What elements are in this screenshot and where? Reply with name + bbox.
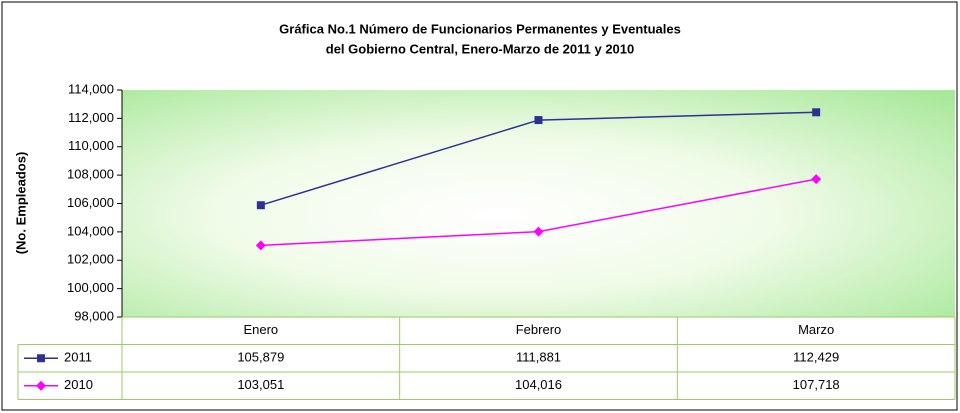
y-tick-label: 100,000 [67,280,114,295]
y-tick-label: 106,000 [67,195,114,210]
y-tick-label: 110,000 [68,138,114,153]
y-tick-label: 102,000 [67,252,114,267]
legend-marker [36,380,46,391]
table-value: 112,429 [793,350,839,365]
y-tick-label: 98,000 [74,308,114,323]
point [811,174,822,185]
legend-label: 2010 [64,377,93,392]
point [256,201,265,210]
table-value: 103,051 [237,377,284,392]
y-tick-label: 114,000 [68,81,114,96]
y-tick-label: 104,000 [67,223,114,238]
point [534,116,543,125]
legend-marker [37,354,45,363]
x-tick-label: Febrero [516,322,562,337]
legend-label: 2011 [64,350,92,365]
chart-title: del Gobierno Central, Enero-Marzo de 201… [326,41,635,56]
y-axis-label: (No. Empleados) [13,152,28,255]
x-tick-label: Enero [243,322,278,337]
chart-title: Gráfica No.1 Número de Funcionarios Perm… [279,21,681,36]
table-value: 105,879 [237,350,284,365]
y-tick-label: 108,000 [67,167,114,182]
point [533,226,544,237]
x-tick-label: Marzo [798,322,834,337]
table-value: 107,718 [793,377,840,392]
y-tick-label: 112,000 [68,110,114,125]
point [812,108,821,117]
table-value: 104,016 [515,377,562,392]
point [255,240,266,251]
table-value: 111,881 [516,350,561,365]
